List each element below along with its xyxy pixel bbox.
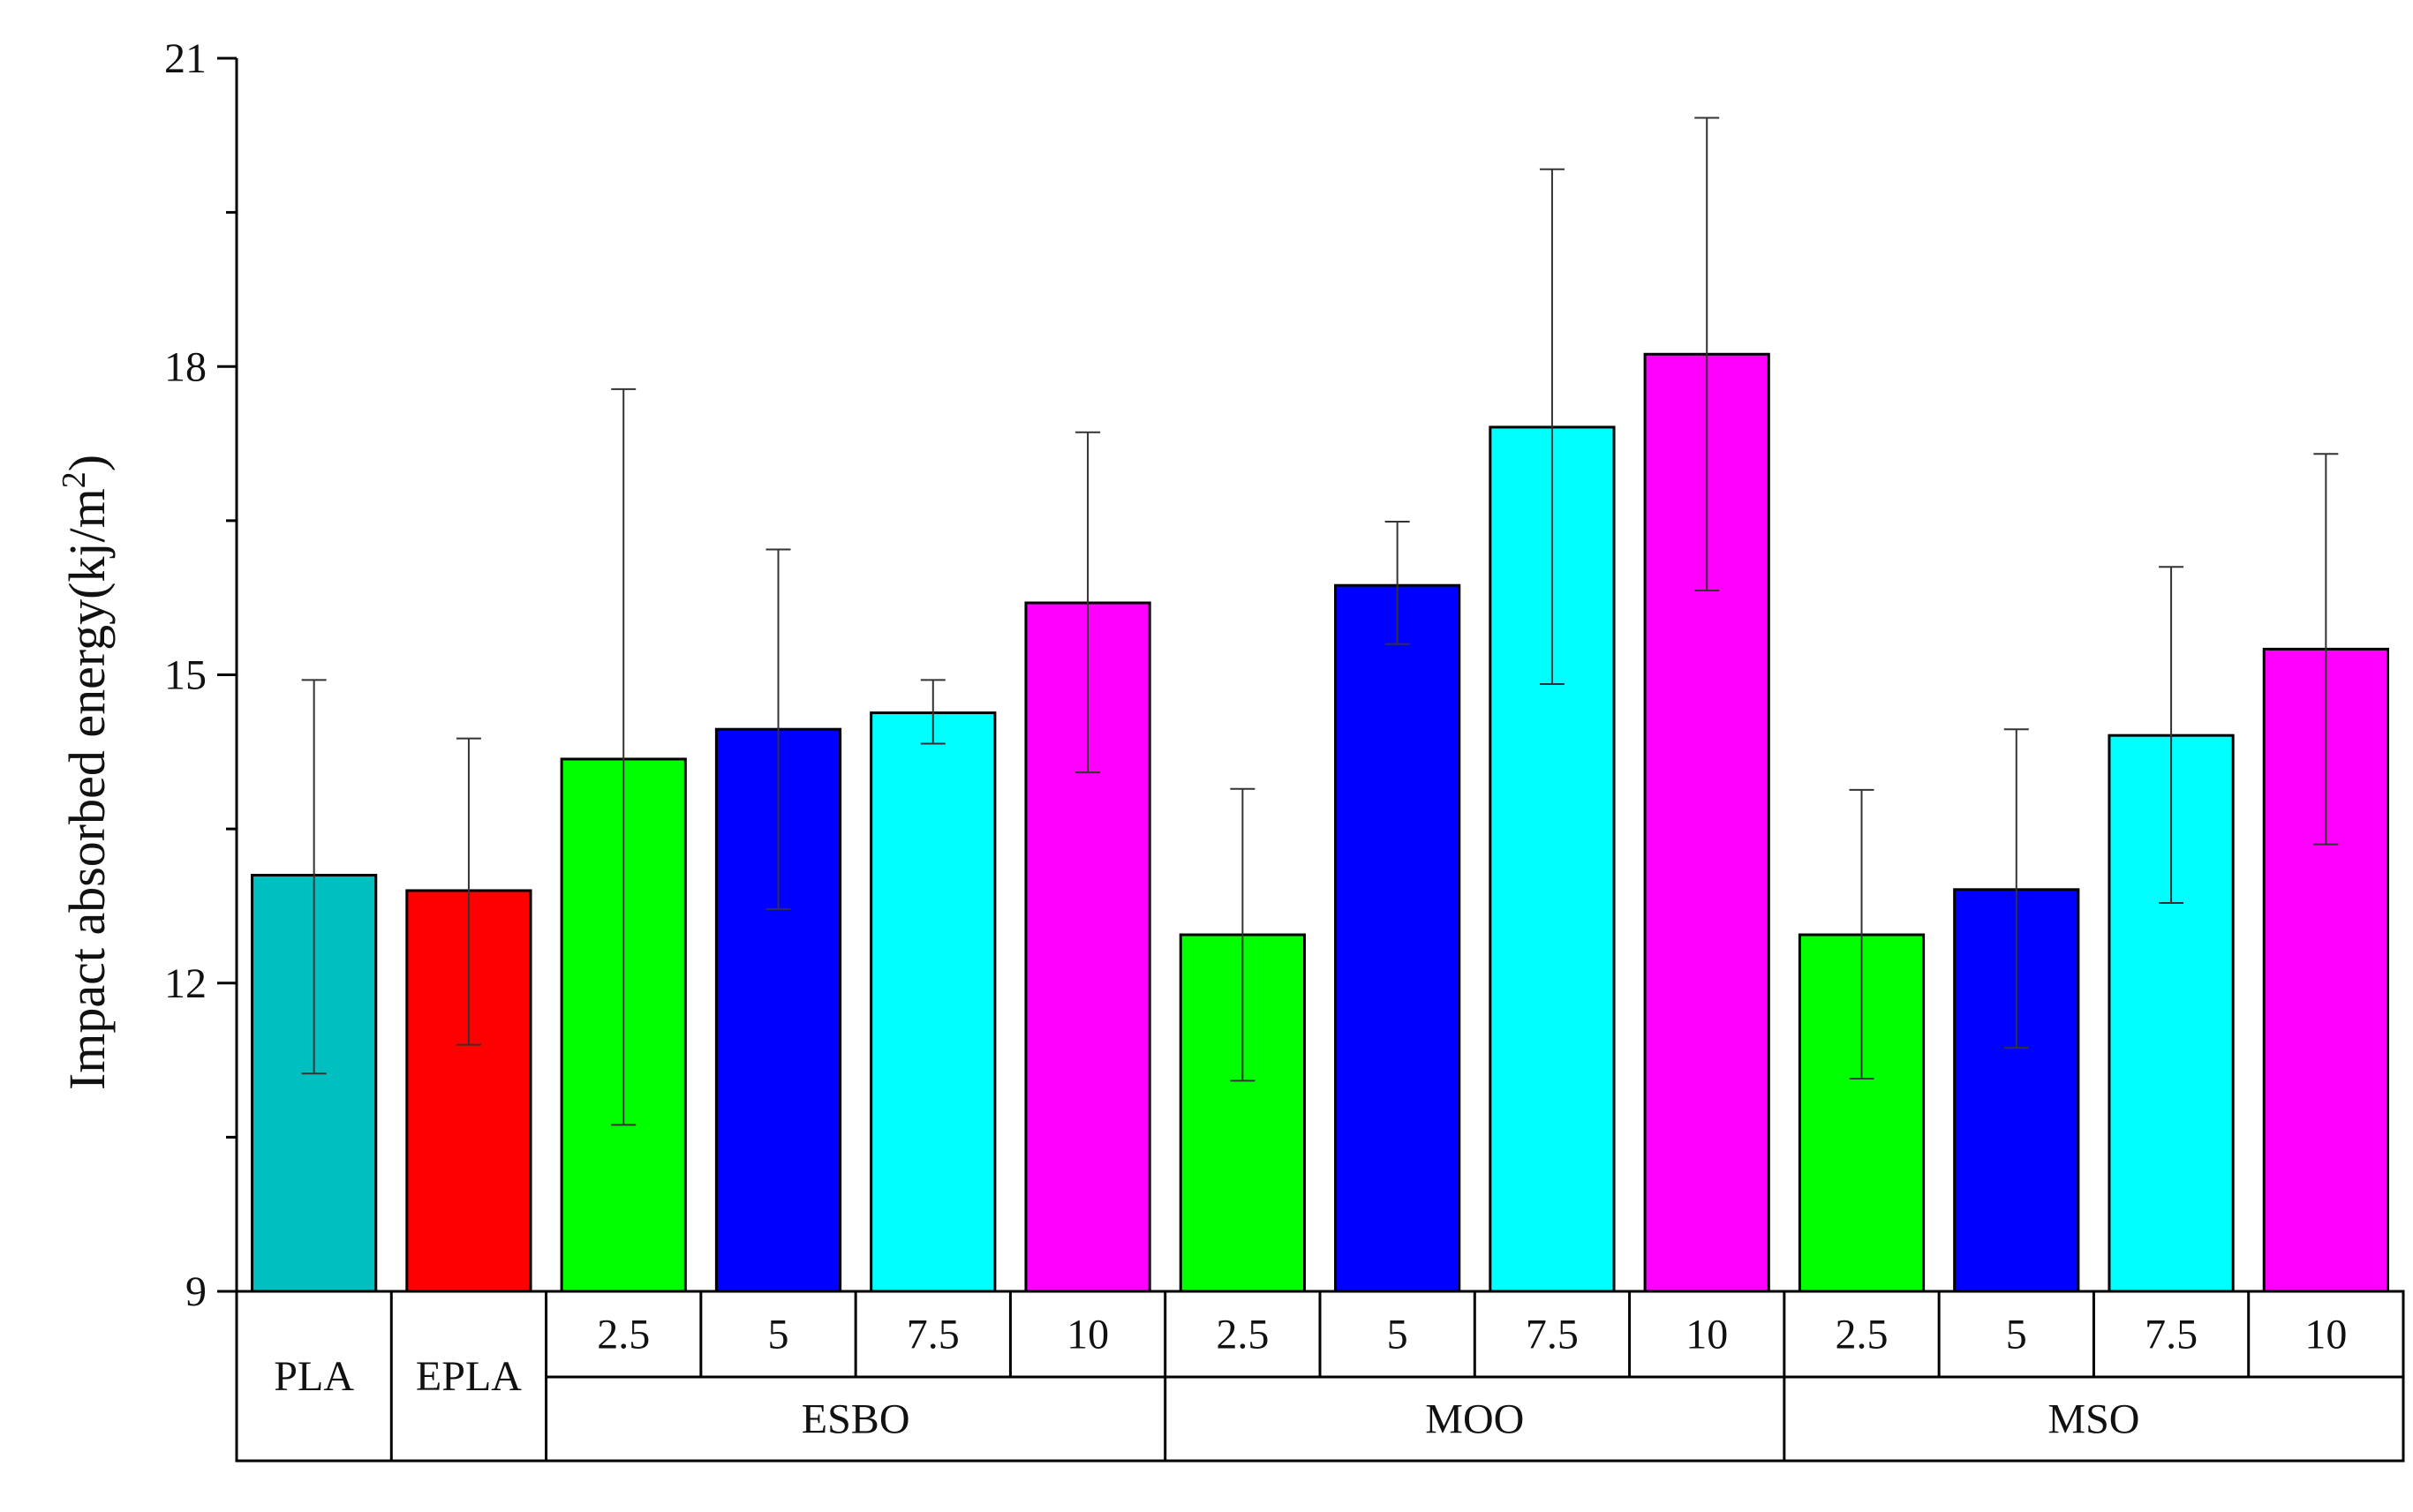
table-category-label: 10 xyxy=(2304,1312,2347,1358)
table-category-label: 5 xyxy=(768,1312,789,1358)
y-tick-label: 9 xyxy=(185,1268,207,1315)
table-category-label: 5 xyxy=(1387,1312,1408,1358)
table-group-label: MSO xyxy=(2047,1396,2139,1443)
y-axis-label: Impact absorbed energy(kj/m2) xyxy=(56,455,116,1090)
y-tick-label: 12 xyxy=(164,960,207,1007)
category-table: PLA EPLA 2.5 5 7.5 10 ESBO 2.5 5 7.5 10 MOO 2.5 5 7.5 1… xyxy=(235,1290,2405,1463)
y-axis-label-group: Impact absorbed energy(kj/m2) xyxy=(56,455,116,1090)
table-category-label: 2.5 xyxy=(1216,1312,1269,1358)
table-category-label: 2.5 xyxy=(597,1312,650,1358)
axes: 9 12 15 18 21 xyxy=(164,35,238,1315)
table-category-label: 10 xyxy=(1067,1312,1109,1358)
table-category-label: 7.5 xyxy=(907,1312,960,1358)
table-group-label: PLA xyxy=(274,1353,354,1400)
table-category-label: 7.5 xyxy=(1526,1312,1579,1358)
table-category-label: 5 xyxy=(2006,1312,2027,1358)
table-category-label: 7.5 xyxy=(2145,1312,2198,1358)
table-category-label: 2.5 xyxy=(1836,1312,1889,1358)
y-tick-label: 15 xyxy=(164,652,207,699)
error-bars xyxy=(301,117,2339,1126)
table-group-label: ESBO xyxy=(802,1396,910,1443)
bar-esbo-7_5 xyxy=(870,711,997,1293)
bars xyxy=(251,352,2389,1293)
y-tick-label: 21 xyxy=(164,35,207,82)
table-group-label: MOO xyxy=(1425,1396,1524,1443)
y-tick-label: 18 xyxy=(164,343,207,390)
table-category-label: 10 xyxy=(1685,1312,1728,1358)
table-group-label: EPLA xyxy=(416,1353,522,1400)
bar-moo-5 xyxy=(1334,583,1461,1293)
